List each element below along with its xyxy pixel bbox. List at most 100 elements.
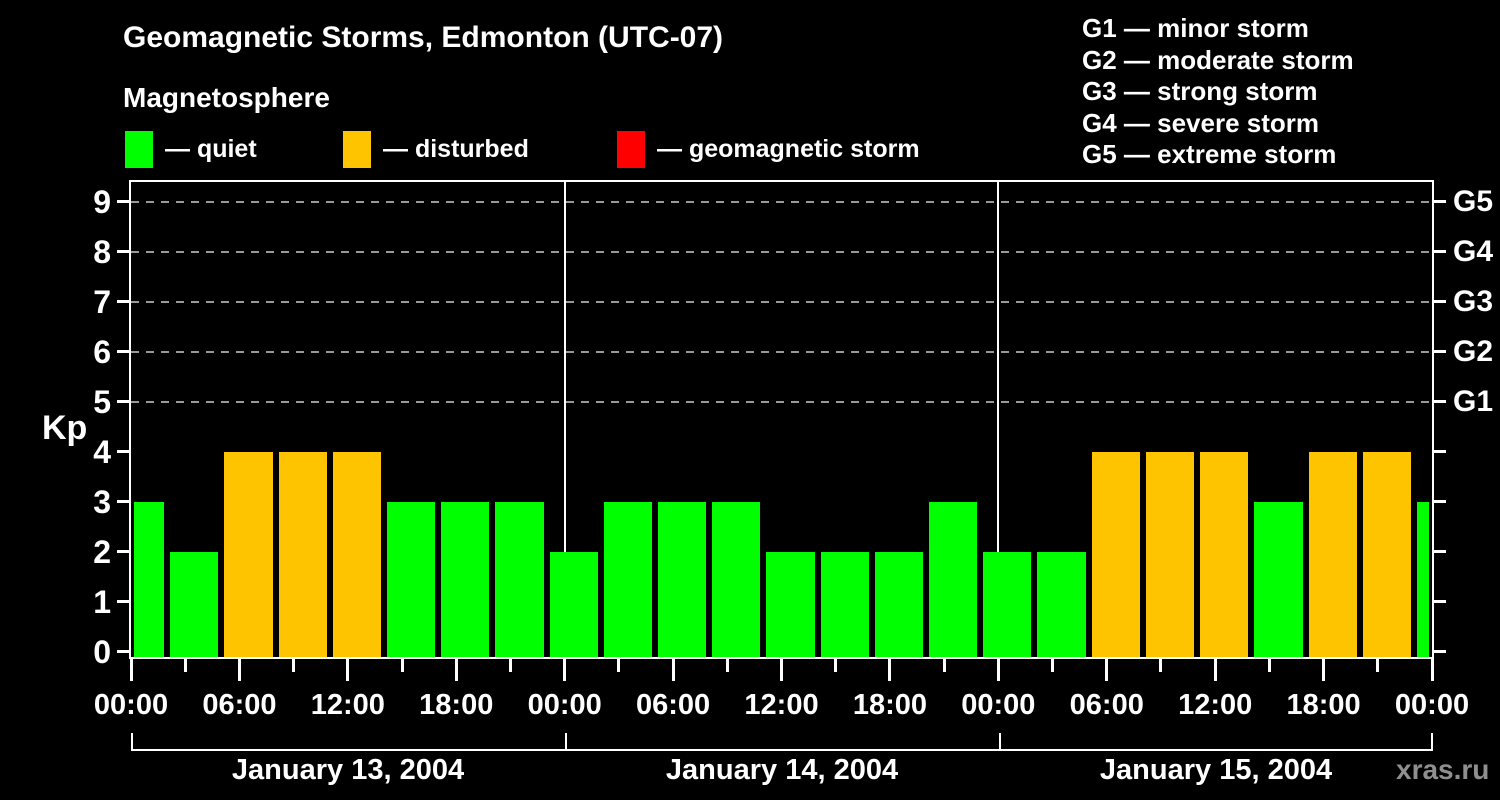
kp-bar [1037, 551, 1086, 657]
x-tick-label: 12:00 [310, 689, 385, 721]
y-tick-label: 9 [93, 183, 111, 220]
g-level-label: G4 [1453, 234, 1494, 268]
kp-bar [386, 501, 436, 657]
y-tick-left [117, 400, 129, 404]
x-major-tick [454, 659, 458, 681]
date-label: January 15, 2004 [1099, 754, 1333, 786]
kp-bar [1145, 451, 1195, 657]
y-tick-left [117, 200, 129, 204]
x-major-tick [237, 659, 241, 681]
kp-bar [766, 551, 815, 657]
y-tick-right [1434, 600, 1446, 604]
y-tick-label: 6 [93, 333, 111, 370]
x-major-tick [1322, 659, 1326, 681]
y-tick-label: 5 [93, 383, 111, 420]
x-minor-tick [1376, 659, 1380, 672]
kp-bar [332, 451, 381, 657]
bracket-tick [565, 733, 567, 751]
kp-bar [603, 501, 652, 657]
kp-gridline [131, 300, 1432, 303]
kp-gridline [131, 350, 1432, 353]
y-tick-label: 8 [93, 233, 111, 270]
kp-bar [441, 501, 490, 657]
x-tick-label: 12:00 [1178, 689, 1253, 721]
kp-bar [1308, 451, 1357, 657]
date-axis: January 13, 2004 January 14, 2004 January … [131, 733, 1433, 795]
legend-label-disturbed: — disturbed [383, 135, 529, 163]
y-tick-left [117, 600, 129, 604]
y-tick-label: 0 [93, 633, 111, 670]
g-scale-legend-item-g2: G2 — moderate storm [1082, 44, 1354, 75]
x-major-tick [1213, 659, 1217, 681]
y-tick-label: 7 [93, 283, 111, 320]
kp-bar [224, 451, 273, 657]
g-scale-legend-item-g4: G4 — severe storm [1082, 107, 1320, 138]
day-separator-line [563, 182, 566, 657]
y-tick-left [117, 500, 129, 504]
y-tick-right [1434, 450, 1446, 454]
kp-gridline [131, 250, 1432, 253]
x-major-tick [1430, 659, 1434, 681]
kp-bar [549, 551, 598, 657]
y-tick-left [117, 350, 129, 354]
kp-gridline [131, 200, 1432, 203]
x-major-tick [1105, 659, 1109, 681]
x-tick-label: 06:00 [202, 689, 277, 721]
status-legend: — quiet — disturbed — geomagnetic storm [0, 131, 1500, 169]
g-scale-legend-item-g5: G5 — extreme storm [1082, 139, 1337, 169]
legend-label-quiet: — quiet [165, 135, 257, 163]
y-tick-left [117, 250, 129, 254]
kp-bar [1254, 501, 1303, 657]
kp-bar [134, 501, 165, 657]
x-major-tick [129, 659, 133, 681]
x-minor-tick [617, 659, 621, 672]
g-level-label: G1 [1453, 384, 1494, 418]
y-tick-right [1434, 400, 1446, 404]
y-tick-right [1434, 550, 1446, 554]
y-tick-left [117, 550, 129, 554]
x-tick-label: 06:00 [635, 689, 711, 721]
y-tick-label: 4 [93, 433, 111, 470]
magnetosphere-label: Magnetosphere [123, 82, 330, 113]
x-major-tick [888, 659, 892, 681]
kp-bar [495, 501, 544, 657]
legend-item-storm: — geomagnetic storm [617, 131, 947, 168]
legend-item-quiet: — quiet [125, 131, 455, 168]
x-minor-tick [1159, 659, 1163, 672]
legend-swatch-storm [617, 131, 645, 168]
bracket-tick [999, 733, 1001, 751]
x-tick-label: 18:00 [852, 689, 927, 721]
y-axis-title: Kp [42, 409, 88, 447]
y-tick-right [1434, 650, 1446, 654]
kp-bar [712, 501, 761, 657]
x-minor-tick [1051, 659, 1055, 672]
x-major-tick [346, 659, 350, 681]
kp-bar [1200, 451, 1249, 657]
y-tick-right [1434, 300, 1446, 304]
kp-bar [983, 551, 1032, 657]
y-tick-left [117, 450, 129, 454]
x-tick-label: 12:00 [744, 689, 819, 721]
kp-bar [1091, 451, 1140, 657]
legend-swatch-disturbed [343, 131, 371, 168]
x-tick-label: 00:00 [527, 689, 602, 721]
bracket-tick [1431, 733, 1433, 751]
x-minor-tick [508, 659, 512, 672]
x-major-tick [563, 659, 567, 681]
x-major-tick [996, 659, 1000, 681]
y-tick-label: 1 [93, 583, 111, 620]
g-level-label: G3 [1453, 284, 1494, 318]
date-label: January 13, 2004 [231, 754, 465, 786]
kp-gridline [131, 400, 1432, 403]
page-title: Geomagnetic Storms, Edmonton (UTC-07) [123, 21, 724, 54]
x-minor-tick [725, 659, 729, 672]
watermark: xras.ru [1396, 754, 1490, 785]
bracket-tick [131, 733, 133, 751]
kp-bar [278, 451, 327, 657]
y-tick-label: 2 [93, 533, 111, 570]
x-minor-tick [292, 659, 296, 672]
legend-item-disturbed: — disturbed [343, 131, 673, 168]
kp-bar [820, 551, 869, 657]
g-scale-legend-item-g3: G3 — strong storm [1082, 76, 1318, 106]
